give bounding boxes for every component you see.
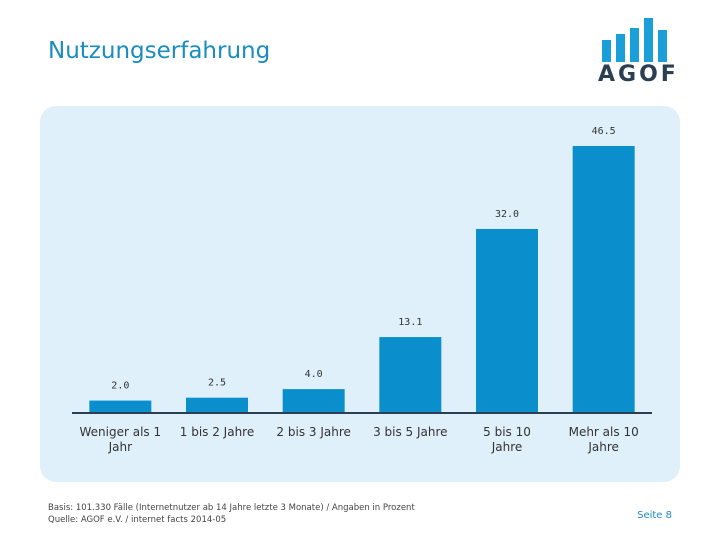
value-label-2: 4.0 xyxy=(305,369,323,380)
bar-chart: 2.0 Weniger als 1 Jahr 2.5 1 bis 2 Jahre 4.0 2… xyxy=(72,126,652,454)
category-label-2: 2 bis 3 Jahre xyxy=(276,425,350,439)
value-label-4: 32.0 xyxy=(495,209,519,220)
bar-2 xyxy=(282,389,345,412)
footnote-source: Quelle: AGOF e.V. / internet facts 2014-… xyxy=(48,515,227,525)
value-label-3: 13.1 xyxy=(398,317,422,328)
page-number: Seite 8 xyxy=(637,510,672,521)
category-label-3: 3 bis 5 Jahre xyxy=(373,425,447,439)
category-label-1: 1 bis 2 Jahre xyxy=(180,425,254,439)
bar-5 xyxy=(572,146,635,412)
agof-logo: AGOF xyxy=(598,18,679,87)
logo-text: AGOF xyxy=(598,62,679,87)
footnote-basis: Basis: 101.330 Fälle (Internetnutzer ab … xyxy=(48,503,415,513)
bar-4 xyxy=(476,228,538,412)
bar-1 xyxy=(186,397,248,412)
category-label-4: 5 bis 10 Jahre xyxy=(483,425,531,454)
category-label-0: Weniger als 1 Jahr xyxy=(80,425,162,454)
logo-bars-icon xyxy=(602,18,667,62)
bar-0 xyxy=(89,400,152,412)
value-label-1: 2.5 xyxy=(208,378,226,389)
bar-3 xyxy=(379,337,442,412)
value-label-0: 2.0 xyxy=(111,381,129,392)
value-label-5: 46.5 xyxy=(592,126,616,137)
footnote: Basis: 101.330 Fälle (Internetnutzer ab … xyxy=(48,502,415,526)
page-title: Nutzungserfahrung xyxy=(48,38,271,64)
category-label-5: Mehr als 10 Jahre xyxy=(569,425,639,454)
